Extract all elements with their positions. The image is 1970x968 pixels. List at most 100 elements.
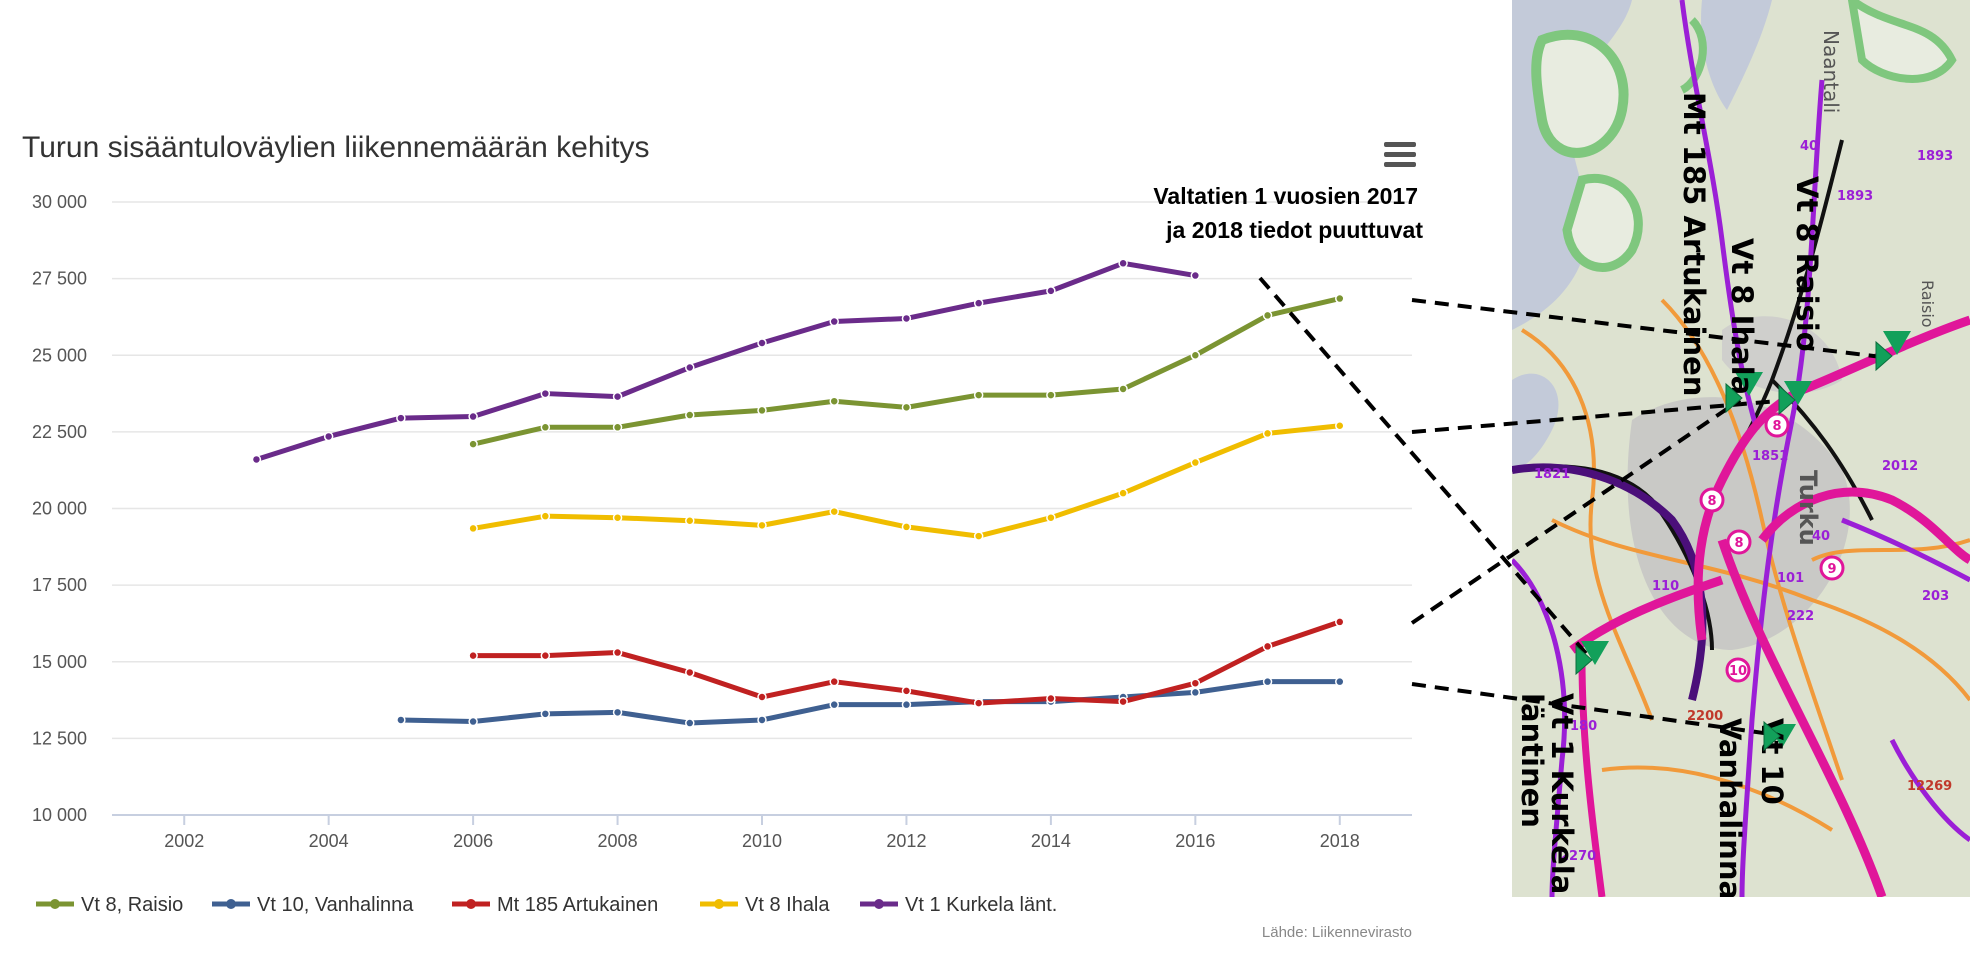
data-point[interactable] [1118,258,1128,269]
data-point[interactable] [1262,310,1273,321]
data-point[interactable] [1046,693,1056,704]
road-number-101: 101 [1777,571,1804,586]
data-point[interactable] [612,512,623,523]
data-point[interactable] [396,413,406,423]
data-point[interactable] [829,699,839,710]
legend-item[interactable]: Mt 185 Artukainen [452,894,658,916]
data-point[interactable] [612,391,623,402]
data-point[interactable] [685,362,695,373]
map-label-vt8raisio: Vt 8 Raisio [1790,176,1824,352]
legend-marker [226,899,236,909]
x-tick-label: 2012 [886,831,926,851]
data-point[interactable] [612,707,623,718]
data-point[interactable] [468,716,478,727]
road-number-2012: 2012 [1882,459,1918,474]
legend-marker [50,899,60,909]
source-credit: Lähde: Liikennevirasto [1262,924,1412,941]
data-point[interactable] [757,405,767,416]
data-point[interactable] [1335,420,1345,431]
data-point[interactable] [973,698,984,708]
legend-item[interactable]: Vt 1 Kurkela länt. [860,894,1057,916]
data-point[interactable] [973,390,984,400]
road-number-222: 222 [1787,609,1814,624]
place-turku: Turku [1794,470,1822,546]
series-line [470,423,1343,539]
x-tick-label: 2002 [164,831,204,851]
legend-item[interactable]: Vt 8, Raisio [36,894,183,916]
legend-item[interactable]: Vt 10, Vanhalinna [212,894,414,916]
data-point[interactable] [1262,428,1273,439]
legend-item[interactable]: Vt 8 Ihala [700,894,830,916]
data-point[interactable] [829,676,839,687]
road-number-12269: 12269 [1907,779,1952,794]
data-point[interactable] [396,715,406,725]
data-point[interactable] [1335,676,1345,687]
data-point[interactable] [468,650,478,661]
data-point[interactable] [829,396,839,406]
data-point[interactable] [251,454,262,465]
data-point[interactable] [757,692,767,702]
data-point[interactable] [1190,687,1201,698]
y-tick-label: 12 500 [32,728,87,748]
map-label-mt185: Mt 185 Artukainen [1677,92,1711,396]
series-1 [396,676,1345,728]
x-tick-label: 2006 [453,831,493,851]
data-point[interactable] [685,667,695,678]
data-point[interactable] [1262,641,1273,652]
data-point[interactable] [540,511,551,521]
legend-marker [466,899,476,909]
data-point[interactable] [1190,270,1201,281]
road-map: 8 8 8 9 10 40 40 110 180 101 222 1821 18… [1512,0,1970,897]
data-point[interactable] [901,402,912,413]
data-point[interactable] [1118,696,1128,707]
data-point[interactable] [973,531,984,541]
data-point[interactable] [468,439,478,449]
data-point[interactable] [757,338,767,348]
map-label-vt8ihala: Vt 8 Ihala [1725,238,1759,395]
road-number-2270: 2270 [1560,849,1596,864]
data-point[interactable] [757,520,767,531]
data-point[interactable] [829,506,839,517]
road-number-110: 110 [1652,579,1679,594]
data-point[interactable] [685,410,695,420]
data-point[interactable] [323,431,334,442]
data-point[interactable] [829,316,839,327]
data-point[interactable] [540,422,551,433]
data-point[interactable] [901,313,912,324]
data-point[interactable] [1190,678,1201,688]
legend-marker [714,899,724,909]
data-point[interactable] [1335,293,1345,304]
data-point[interactable] [685,718,695,728]
legend-marker [874,899,884,909]
data-point[interactable] [1262,676,1273,687]
data-point[interactable] [612,647,623,658]
y-tick-label: 22 500 [32,422,87,442]
data-point[interactable] [612,422,623,433]
data-point[interactable] [901,699,912,710]
data-point[interactable] [901,522,912,532]
data-point[interactable] [1190,457,1201,468]
map-label-vt1: Vt 1 Kurkela [1545,693,1579,894]
data-point[interactable] [973,298,984,308]
data-point[interactable] [685,516,695,526]
data-point[interactable] [1046,512,1056,523]
data-point[interactable] [468,523,478,534]
data-point[interactable] [901,686,912,696]
data-point[interactable] [757,715,767,725]
data-point[interactable] [540,650,551,661]
data-point[interactable] [1046,390,1056,400]
legend-label: Vt 8 Ihala [745,894,830,916]
data-point[interactable] [1335,617,1345,627]
legend-label: Mt 185 Artukainen [497,894,658,916]
data-point[interactable] [1118,384,1128,394]
x-tick-label: 2014 [1031,831,1071,851]
data-point[interactable] [540,388,551,399]
y-tick-label: 17 500 [32,575,87,595]
data-point[interactable] [540,709,551,719]
data-point[interactable] [1190,350,1201,360]
place-naantali: Naantali [1819,30,1843,113]
data-point[interactable] [1118,488,1128,498]
data-point[interactable] [468,411,478,422]
data-point[interactable] [1046,286,1056,296]
hamburger-menu-icon[interactable] [1380,136,1420,174]
